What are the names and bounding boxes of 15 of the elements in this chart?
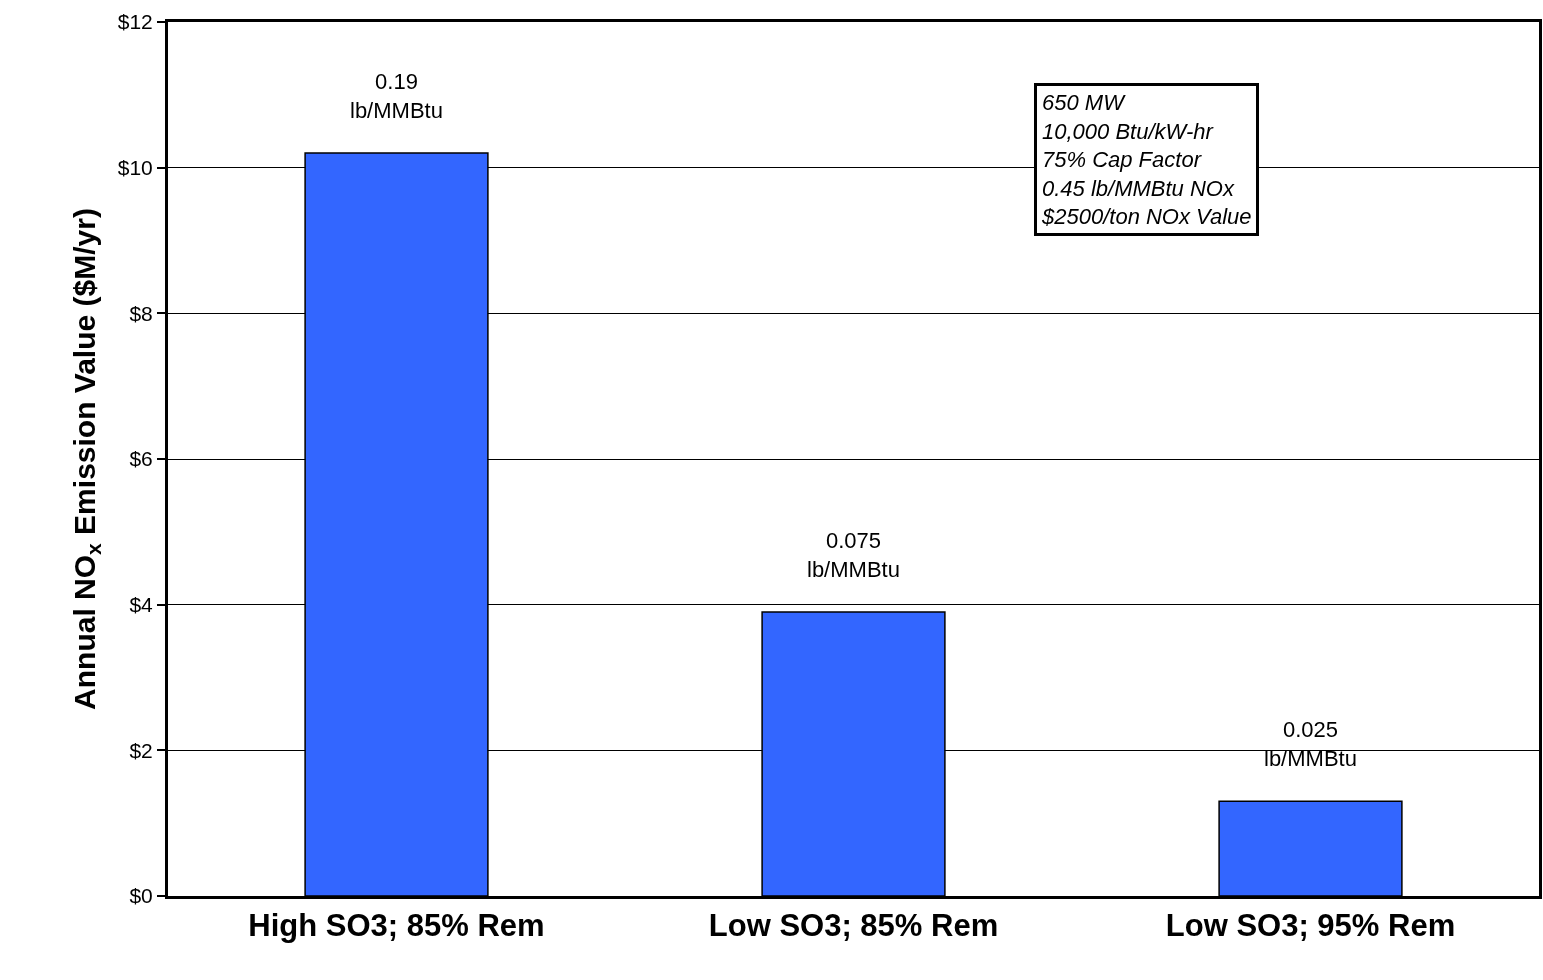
annotation: 650 MW 10,000 Btu/kW-hr 75% Cap Factor 0.45 lb/MMBtu NOx $2500/ton NOx Value	[1041, 90, 1252, 230]
annotation: 0.19 lb/MMBtu	[350, 69, 443, 123]
y-tick-label: $8	[129, 301, 153, 325]
x-tick-label: Low SO3; 85% Rem	[708, 908, 999, 944]
y-tick-label: $0	[129, 884, 153, 908]
y-tick-label: $4	[129, 593, 154, 617]
y-tick-label: $6	[129, 447, 153, 471]
bar	[1218, 800, 1403, 896]
y-tick-label: $2	[129, 738, 153, 762]
y-tick-label: $12	[117, 10, 153, 34]
y-tick-label: $10	[117, 156, 153, 180]
x-tick-label: High SO3; 85% Rem	[248, 908, 545, 944]
x-tick-label: Low SO3; 95% Rem	[1165, 908, 1456, 944]
annotation: 0.025 lb/MMBtu	[1264, 717, 1357, 771]
annotation: 0.075 lb/MMBtu	[807, 528, 900, 582]
